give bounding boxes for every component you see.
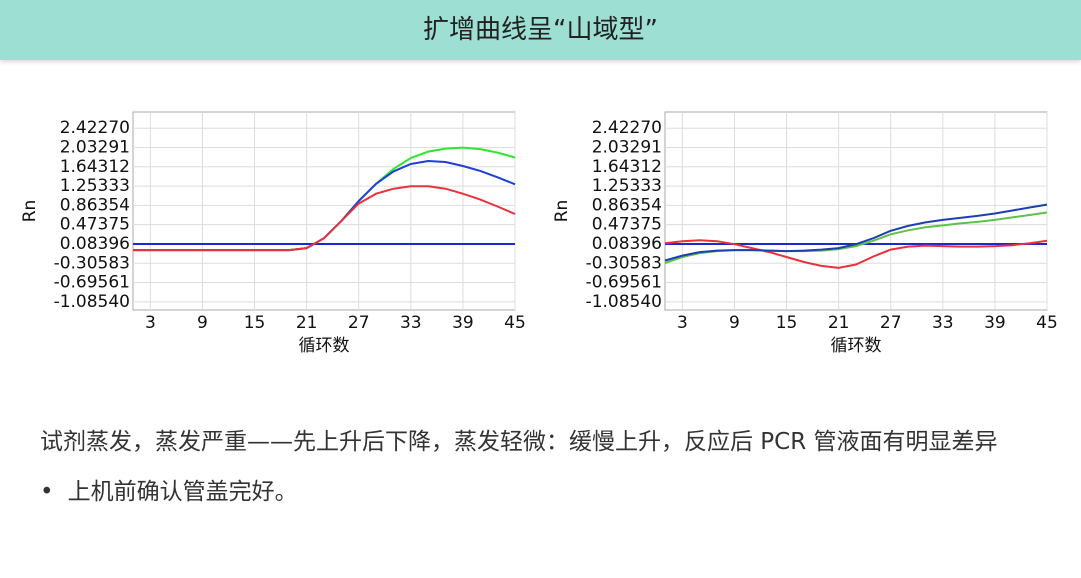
x-tick-label: 45 (1036, 313, 1058, 333)
y-tick-label: -0.69561 (586, 273, 662, 293)
x-tick-label: 27 (880, 313, 902, 333)
plot-area (664, 111, 1048, 311)
y-axis-label: Rn (20, 200, 40, 223)
y-tick-label: 1.25333 (592, 176, 662, 196)
y-tick-label: 1.25333 (60, 176, 130, 196)
x-tick-label: 15 (244, 313, 266, 333)
x-tick-label: 21 (296, 313, 318, 333)
y-tick-label: -1.08540 (54, 292, 130, 312)
bullet: 上机前确认管盖完好。 (40, 470, 1040, 514)
y-axis-label: Rn (552, 200, 572, 223)
x-tick-label: 33 (932, 313, 954, 333)
series-line (664, 239, 1048, 269)
paragraph: 试剂蒸发，蒸发严重——先上升后下降，蒸发轻微：缓慢上升，反应后 PCR 管液面有… (40, 429, 998, 455)
x-tick-label: 15 (776, 313, 798, 333)
x-tick-label: 39 (984, 313, 1006, 333)
y-tick-label: 0.86354 (60, 195, 130, 215)
x-tick-label: 45 (504, 313, 526, 333)
x-tick-label: 27 (348, 313, 370, 333)
y-tick-label: -0.69561 (54, 273, 130, 293)
header-title: 扩增曲线呈“山域型” (0, 0, 1081, 60)
x-tick-label: 3 (145, 313, 156, 333)
x-axis-label: 循环数 (831, 336, 882, 356)
series-line (133, 185, 516, 252)
x-axis-label: 循环数 (299, 336, 350, 356)
x-tick-label: 9 (729, 313, 740, 333)
y-tick-label: -1.08540 (586, 292, 662, 312)
y-tick-label: 0.47375 (60, 215, 130, 235)
x-tick-label: 33 (400, 313, 422, 333)
y-tick-label: -0.30583 (586, 253, 662, 273)
y-tick-label: 2.42270 (592, 118, 662, 138)
bullet-list: 上机前确认管盖完好。 (40, 470, 1040, 514)
series-line (664, 203, 1048, 262)
x-tick-label: 39 (452, 313, 474, 333)
charts: 2.422702.032911.643121.253330.863540.473… (20, 111, 1058, 356)
y-tick-label: 0.08396 (60, 234, 130, 254)
x-tick-label: 3 (677, 313, 688, 333)
y-tick-label: 0.47375 (592, 215, 662, 235)
y-tick-label: 1.64312 (592, 157, 662, 177)
y-tick-label: 1.64312 (60, 157, 130, 177)
x-tick-label: 9 (197, 313, 208, 333)
y-tick-label: 0.08396 (592, 234, 662, 254)
y-tick-label: 2.03291 (60, 137, 130, 157)
y-tick-label: 2.03291 (592, 137, 662, 157)
y-tick-label: -0.30583 (54, 253, 130, 273)
y-tick-label: 2.42270 (60, 118, 130, 138)
body: 试剂蒸发，蒸发严重——先上升后下降，蒸发轻微：缓慢上升，反应后 PCR 管液面有… (40, 420, 1040, 514)
y-tick-label: 0.86354 (592, 195, 662, 215)
bullet-text: 上机前确认管盖完好。 (67, 479, 298, 505)
x-tick-label: 21 (828, 313, 850, 333)
plot-area (132, 111, 516, 311)
